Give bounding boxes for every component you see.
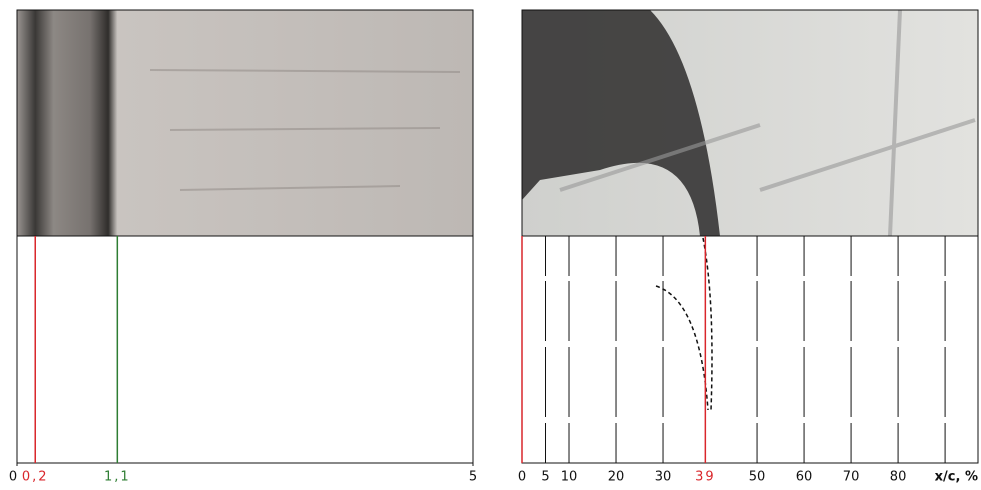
marker-label: 39 <box>695 470 716 485</box>
marker-label: 1,1 <box>104 470 131 485</box>
x-tick-label: 60 <box>796 470 813 485</box>
schematic-frame <box>16 235 474 464</box>
photo-frame <box>16 9 474 237</box>
x-tick-label: 0 <box>9 470 17 485</box>
schematic-frame <box>521 235 979 464</box>
x-tick-label: 5 <box>469 470 477 485</box>
x-tick-label: 20 <box>608 470 625 485</box>
x-tick-label: 50 <box>749 470 766 485</box>
x-tick-label: 30 <box>655 470 672 485</box>
photo-texture <box>559 9 976 237</box>
dashed-curve <box>702 237 713 411</box>
x-tick-label: 0 <box>518 470 526 485</box>
x-tick-label: 10 <box>561 470 578 485</box>
photo <box>17 10 473 236</box>
x-tick-label: 80 <box>890 470 907 485</box>
x-axis-label: x/c, % <box>935 470 978 485</box>
photo-texture <box>149 69 461 191</box>
x-tick-label: 70 <box>843 470 860 485</box>
x-tick-label: 5 <box>541 470 549 485</box>
marker-label: 0,2 <box>22 470 49 485</box>
photo-frame <box>521 9 979 237</box>
dashed-curve <box>655 285 709 411</box>
photo-flow <box>522 10 720 236</box>
